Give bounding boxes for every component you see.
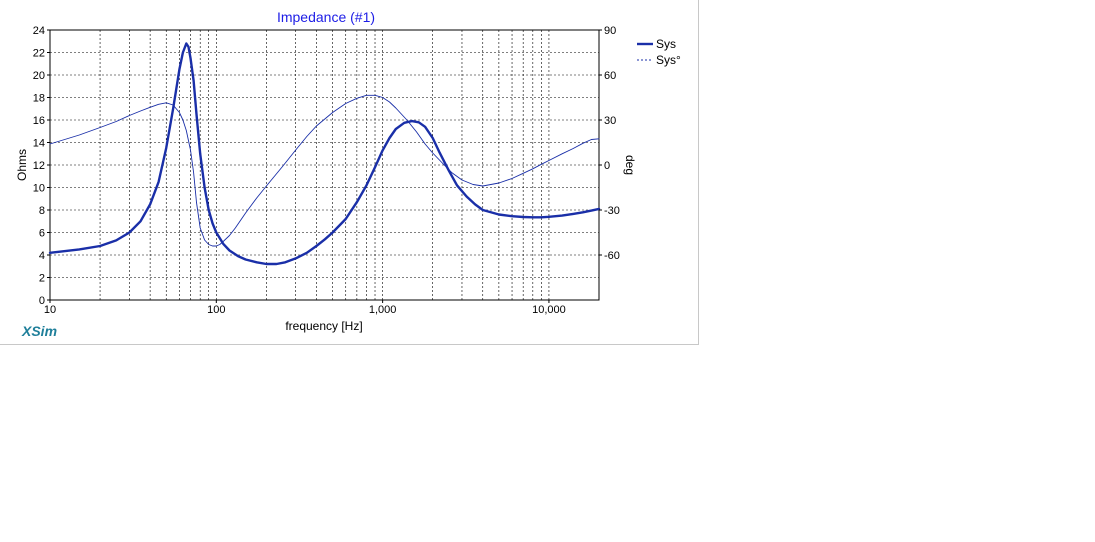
y2-axis-label-deg: deg — [623, 155, 637, 175]
y-tick-label: 10 — [33, 183, 45, 195]
y-tick-label: 22 — [33, 48, 45, 60]
y-tick-label: 6 — [39, 228, 45, 240]
grid-layer — [50, 30, 599, 300]
series-line-phase — [49, 94, 600, 247]
legend: Sys Sys° — [637, 37, 681, 67]
y-tick-label: 2 — [39, 273, 45, 285]
y2-tick-label: -60 — [604, 250, 620, 262]
y-axis-label-ohms: Ohms — [15, 149, 29, 181]
x-tick-label: 10 — [44, 304, 56, 316]
y2-tick-label: 0 — [604, 160, 610, 172]
y2-tick-label: 60 — [604, 70, 616, 82]
legend-entry: Sys° — [656, 53, 681, 67]
y-tick-label: 0 — [39, 295, 45, 307]
y-tick-label: 18 — [33, 93, 45, 105]
chart-panel: 10 100 1,000 10,000 0 2 4 6 8 10 12 14 16 18 20 22 24 90 6… — [0, 0, 699, 345]
y2-tick-label: 90 — [604, 25, 616, 37]
y-tick-label: 20 — [33, 70, 45, 82]
y-tick-label: 12 — [33, 160, 45, 172]
y-tick-label: 8 — [39, 205, 45, 217]
x-tick-label: 10,000 — [532, 304, 566, 316]
x-axis-label: frequency [Hz] — [285, 319, 362, 333]
x-tick-label: 1,000 — [369, 304, 397, 316]
y2-tick-label: 30 — [604, 115, 616, 127]
legend-entry: Sys — [656, 37, 676, 51]
chart-title: Impedance (#1) — [277, 9, 375, 25]
xsim-brand-logo: XSim — [22, 323, 58, 339]
series-line-impedance — [48, 42, 601, 266]
plot-area-frame — [49, 29, 600, 301]
y-tick-label: 14 — [33, 138, 45, 150]
x-tick-label: 100 — [207, 304, 225, 316]
y-tick-label: 4 — [39, 250, 45, 262]
series-layer — [48, 42, 601, 266]
y2-tick-label: -30 — [604, 205, 620, 217]
y-tick-label: 16 — [33, 115, 45, 127]
y-tick-label: 24 — [33, 25, 45, 37]
